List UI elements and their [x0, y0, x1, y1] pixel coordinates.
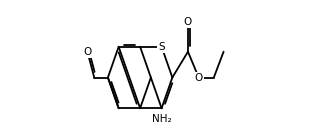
- Text: O: O: [83, 47, 92, 57]
- Text: S: S: [158, 42, 165, 52]
- Text: NH₂: NH₂: [152, 114, 171, 124]
- Text: O: O: [195, 72, 203, 83]
- Text: O: O: [184, 17, 192, 27]
